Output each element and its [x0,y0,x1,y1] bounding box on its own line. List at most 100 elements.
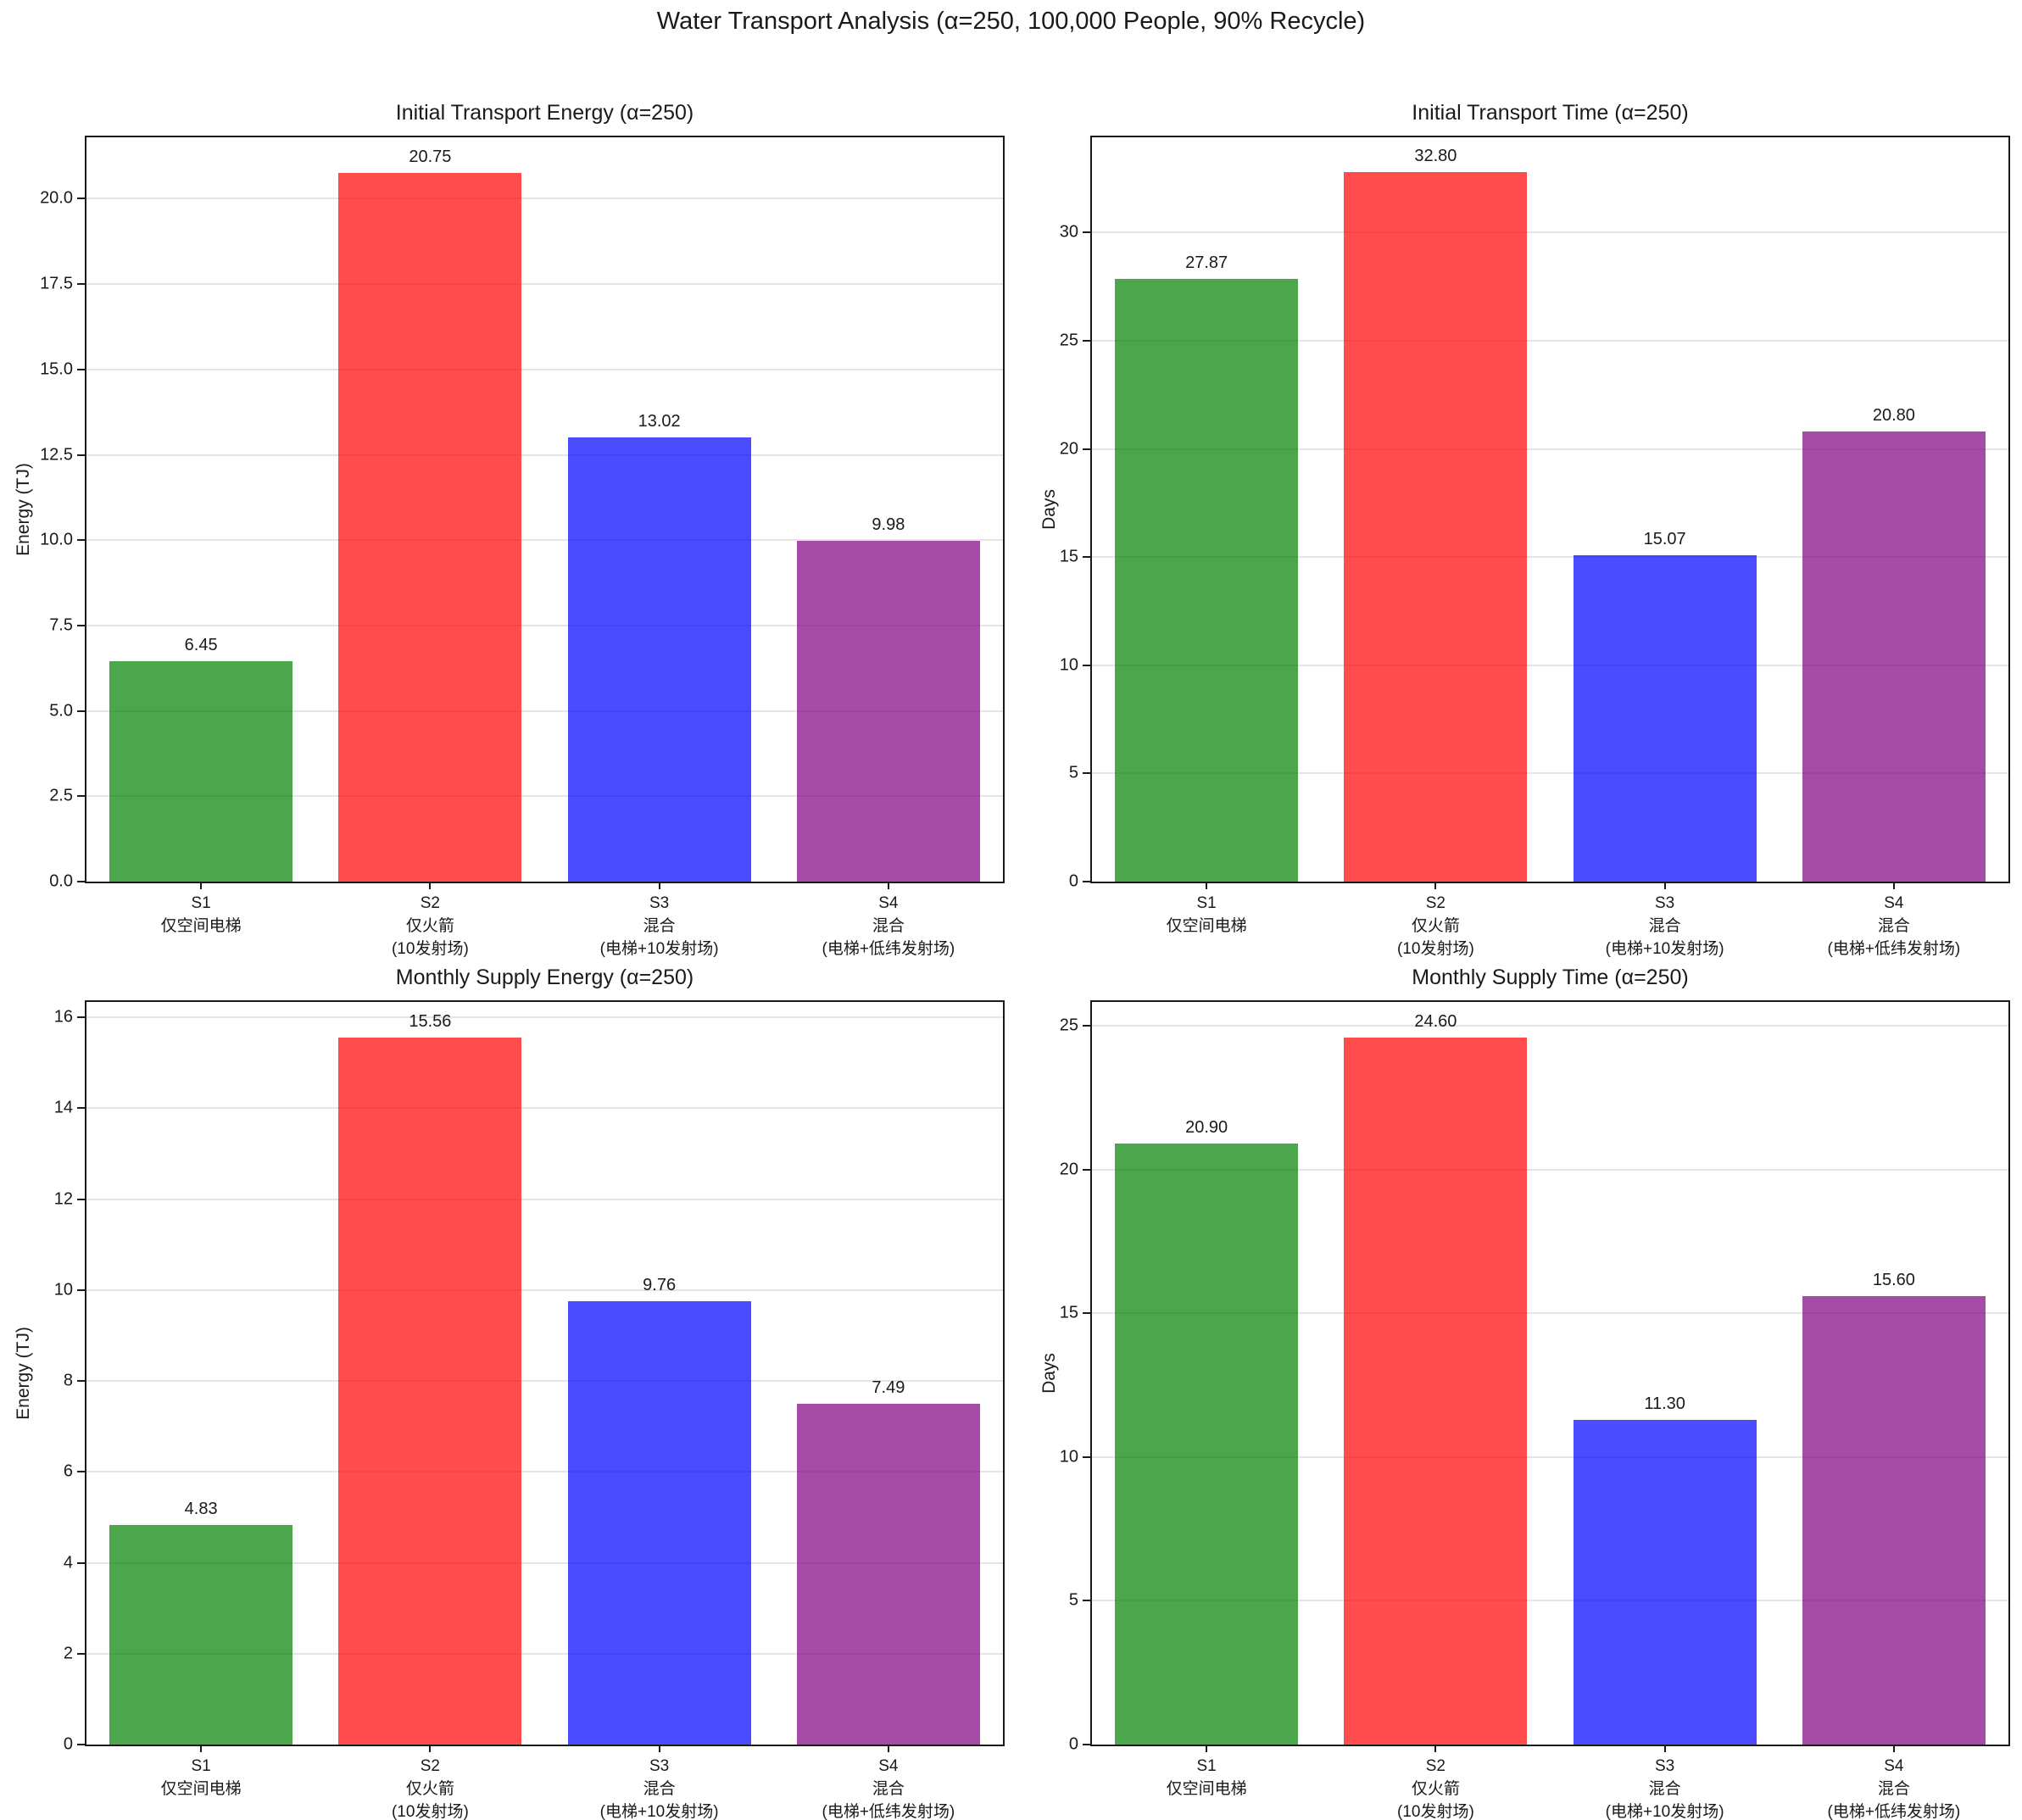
x-tick-mark [1206,882,1208,889]
gridline [1092,1025,2008,1027]
x-tick-mark [658,882,660,889]
x-tick-label: S4 混合 (电梯+低纬发射场) [822,1755,955,1820]
x-tick-label-line: S4 [878,894,899,912]
y-tick-label: 5 [1068,1590,1078,1610]
y-tick-label: 15 [1059,547,1078,566]
x-tick-label-line: (电梯+低纬发射场) [822,940,955,958]
x-tick-label-line: (电梯+低纬发射场) [1827,940,1961,958]
gridline [86,454,1003,456]
gridline [1092,664,2008,666]
y-tick-label: 4 [63,1553,73,1572]
x-tick-label: S3 混合 (电梯+10发射场) [1606,892,1724,960]
x-tick-label: S2 仅火箭 (10发射场) [1397,1755,1474,1820]
x-tick-mark [429,882,432,889]
x-tick-mark [887,882,889,889]
y-tick-mark [1083,1600,1090,1602]
x-tick-mark [200,882,203,889]
x-tick-label-line: S1 [1196,1757,1217,1775]
y-tick-mark [77,795,85,798]
y-tick-mark [1083,1168,1090,1171]
y-tick-label: 10 [53,1280,73,1300]
y-tick-mark [77,198,85,200]
x-tick-label-line: S3 [1654,894,1675,912]
x-tick-label: S3 混合 (电梯+10发射场) [600,1755,719,1820]
x-tick-label: S4 混合 (电梯+低纬发射场) [822,892,955,960]
y-axis-label: Days [1039,489,1059,530]
bar-s2 [1344,1037,1528,1745]
gridline [86,283,1003,286]
x-tick-mark [1663,1745,1666,1752]
x-tick-label-line: (电梯+低纬发射场) [822,1803,955,1820]
x-tick-label-line: 混合 [1648,917,1681,935]
x-tick-mark [200,1745,203,1752]
x-tick-label: S3 混合 (电梯+10发射场) [600,892,719,960]
x-tick-label-line: (10发射场) [391,940,469,958]
y-axis-label: Days [1039,1353,1059,1394]
bar-s4 [796,1404,980,1745]
y-tick-mark [77,1652,85,1655]
x-tick-mark [658,1745,660,1752]
x-tick-label-line: S4 [1884,894,1904,912]
x-tick-label-line: (10发射场) [1396,940,1474,958]
bar-value-label: 9.98 [872,515,905,535]
x-tick-label-line: S2 [1425,1757,1445,1775]
plot-title: Initial Transport Time (α=250) [1412,101,1689,125]
axes: 0 5 10 15 20 25 30 27.87 S1 仅空间电梯 32.80 S2 仅火箭 (10发射场… [1060,136,2010,958]
y-tick-mark [77,1471,85,1473]
x-tick-label-line: (电梯+10发射场) [1605,940,1724,958]
gridline [1092,231,2008,234]
y-tick-label: 15 [1059,1303,1078,1322]
y-tick-label: 25 [1059,1016,1078,1035]
gridline [86,710,1003,712]
bar-s3 [1573,555,1757,882]
bar-value-label: 11.30 [1644,1394,1685,1413]
gridline [1092,1312,2008,1315]
y-tick-mark [77,1288,85,1291]
y-tick-label: 2 [63,1644,73,1663]
bar-value-label: 24.60 [1414,1011,1457,1031]
x-tick-label-line: 仅空间电梯 [160,1780,242,1798]
y-tick-label: 12.5 [40,445,73,465]
x-tick-label-line: (电梯+10发射场) [1605,1803,1724,1820]
x-tick-label-line: S1 [191,1757,211,1775]
x-tick-label-line: S2 [420,1757,440,1775]
bar-s1 [109,1525,293,1745]
y-tick-label: 30 [1059,222,1078,242]
plot-title: Monthly Supply Time (α=250) [1412,966,1689,989]
x-tick-label-line: 仅火箭 [405,1780,454,1798]
bar-value-label: 32.80 [1414,146,1457,165]
x-tick-label-line: (电梯+10发射场) [599,940,719,958]
y-tick-mark [1083,772,1090,775]
y-tick-label: 7.5 [49,615,73,635]
y-tick-label: 25 [1059,331,1078,350]
x-tick-label: S4 混合 (电梯+低纬发射场) [1827,1755,1960,1820]
x-tick-label-line: S1 [191,894,211,912]
y-tick-label: 0 [63,1734,73,1754]
y-tick-label: 20.0 [40,188,73,208]
plot-title: Monthly Supply Energy (α=250) [395,966,694,989]
y-tick-label: 14 [53,1098,73,1117]
x-tick-label-line: 混合 [1877,1780,1910,1798]
x-tick-label-line: (10发射场) [1396,1803,1474,1820]
y-tick-mark [1083,556,1090,559]
y-axis-label: Energy (TJ) [14,1327,33,1420]
gridline [86,1016,1003,1019]
bar-s2 [1344,171,1528,882]
x-tick-label-line: 仅火箭 [1411,917,1460,935]
y-tick-mark [1083,1455,1090,1458]
bar-value-label: 20.75 [409,147,452,167]
y-tick-label: 0 [1068,1734,1078,1754]
y-tick-mark [77,1107,85,1110]
gridline [86,1652,1003,1655]
x-tick-label-line: S3 [649,1757,670,1775]
y-axis-label: Energy (TJ) [14,463,33,556]
figure-title: Water Transport Analysis (α=250, 100,000… [656,8,1366,35]
bar-s1 [109,661,293,882]
bar-value-label: 15.60 [1872,1270,1915,1289]
x-tick-label: S4 混合 (电梯+低纬发射场) [1827,892,1960,960]
y-tick-mark [1083,881,1090,882]
bar-value-label: 20.90 [1185,1118,1228,1138]
y-tick-label: 2.5 [49,786,73,805]
x-tick-mark [1434,882,1437,889]
